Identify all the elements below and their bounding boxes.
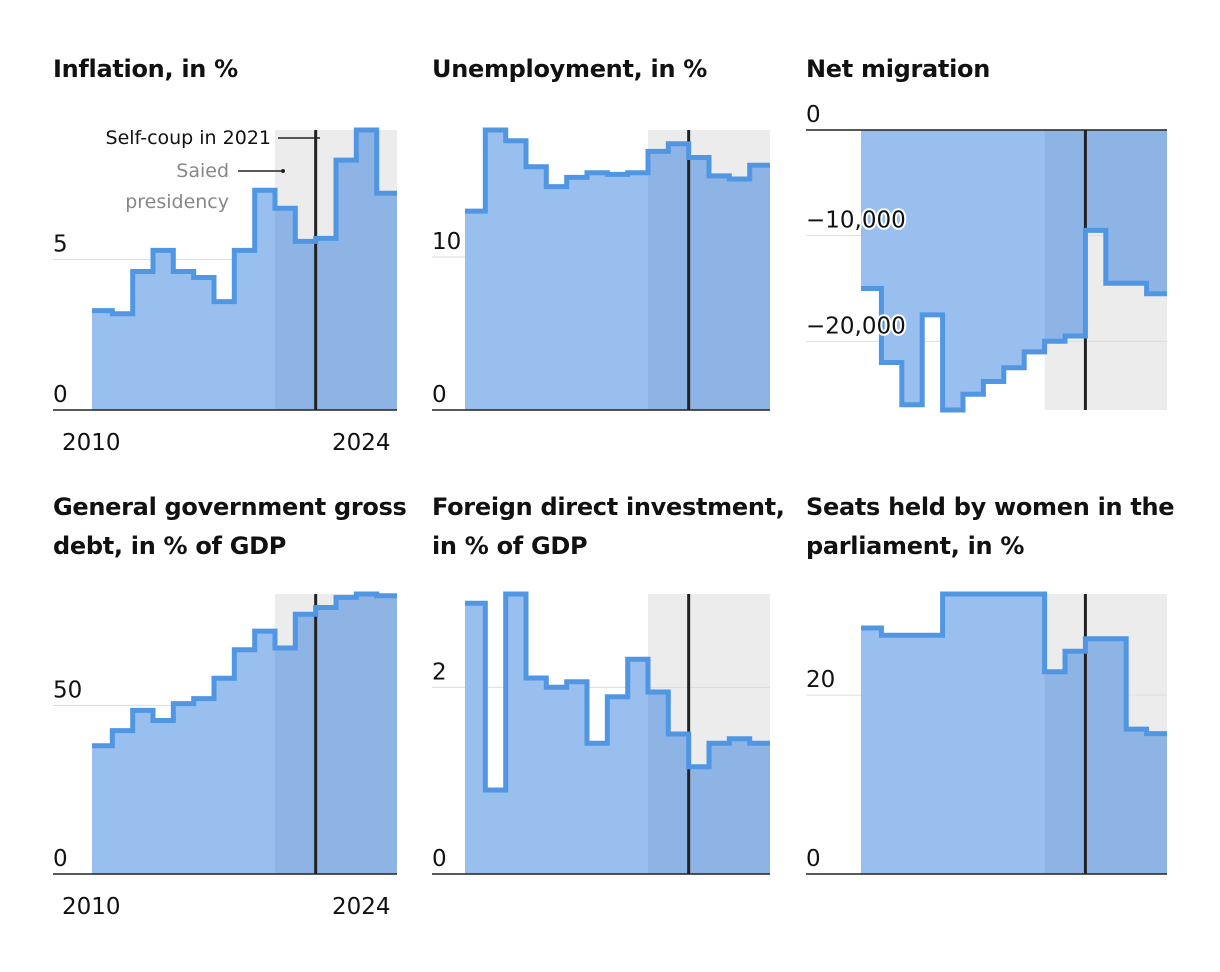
- series-line: [861, 227, 1167, 413]
- chart-title-unemployment: Unemployment, in %: [432, 55, 708, 83]
- y-tick-label: 5: [53, 231, 68, 257]
- y-tick-label: −20,000: [806, 313, 906, 339]
- y-tick-label: 0: [432, 382, 447, 408]
- series-line: [92, 591, 397, 749]
- series-area-shaded: [275, 594, 397, 874]
- y-tick-label: 0: [53, 846, 68, 872]
- y-tick-label: 20: [806, 667, 835, 693]
- series-line: [465, 127, 770, 214]
- chart-fdi: 02: [432, 591, 770, 875]
- chart-title-government-debt: General government gross debt, in % of G…: [53, 493, 407, 560]
- y-tick-label: 0: [432, 846, 447, 872]
- chart-title-women-parliament: Seats held by women in the parliament, i…: [806, 493, 1175, 560]
- saied-leader-dot: [281, 169, 285, 173]
- series-line: [465, 591, 770, 793]
- chart-inflation: 0 5 2010 2024 Self-coup in 2021 Saied pre…: [53, 127, 397, 456]
- series-line: [92, 127, 397, 317]
- saied-annotation-line2: presidency: [125, 191, 229, 213]
- x-tick-label-2024: 2024: [332, 894, 391, 920]
- y-tick-label: 0: [806, 102, 821, 128]
- y-tick-label: 50: [53, 677, 82, 703]
- series-line: [861, 591, 1167, 737]
- x-tick-label-2024: 2024: [332, 430, 391, 456]
- chart-unemployment: 0 10: [432, 127, 770, 411]
- chart-title-fdi: Foreign direct investment, in % of GDP: [432, 493, 785, 560]
- y-tick-label: −10,000: [806, 208, 906, 234]
- chart-women-parliament: 0 20: [806, 591, 1167, 875]
- chart-title-inflation: Inflation, in %: [53, 55, 238, 83]
- chart-title-net-migration: Net migration: [806, 55, 991, 83]
- x-tick-label-2010: 2010: [62, 894, 121, 920]
- chart-government-debt: 0 50 2010 2024: [53, 591, 397, 920]
- y-tick-label: 10: [432, 229, 461, 255]
- y-tick-label: 0: [806, 846, 821, 872]
- series-area-shaded: [1044, 638, 1167, 874]
- y-tick-label: 0: [53, 382, 68, 408]
- series-area-shaded: [648, 143, 770, 410]
- saied-annotation-line1: Saied: [176, 160, 229, 182]
- self-coup-annotation: Self-coup in 2021: [106, 127, 271, 149]
- x-tick-label-2010: 2010: [62, 430, 121, 456]
- chart-net-migration: 0 −10,000 −20,000: [804, 102, 1167, 413]
- y-tick-label: 2: [432, 659, 447, 685]
- series-area-shaded: [275, 130, 397, 410]
